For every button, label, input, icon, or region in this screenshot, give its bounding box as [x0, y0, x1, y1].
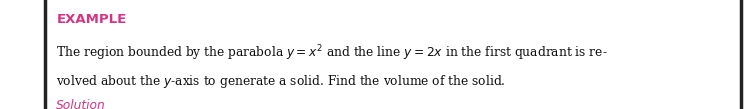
Text: EXAMPLE: EXAMPLE: [56, 13, 127, 26]
Text: volved about the $y$-axis to generate a solid. Find the volume of the solid.: volved about the $y$-axis to generate a …: [56, 73, 506, 90]
Text: Solution: Solution: [56, 99, 106, 109]
Text: The region bounded by the parabola $y = x^2$ and the line $y = 2x$ in the first : The region bounded by the parabola $y = …: [56, 44, 608, 63]
